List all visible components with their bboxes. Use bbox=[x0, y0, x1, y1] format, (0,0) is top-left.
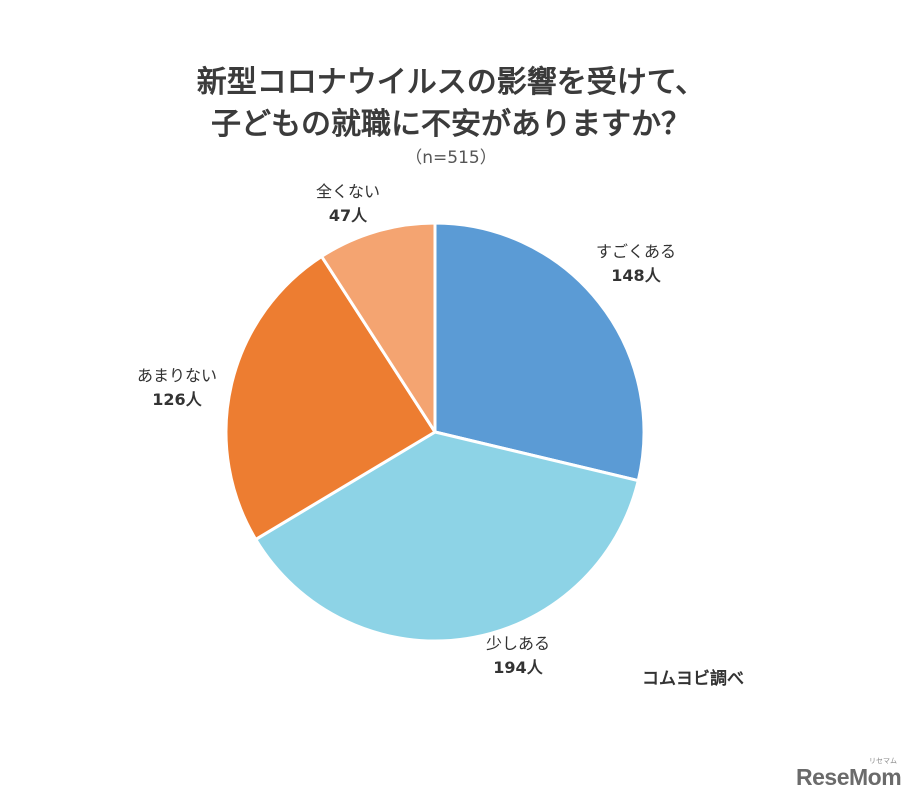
slice-label-sugoku-aru: すごくある 148人 bbox=[596, 240, 676, 288]
slice-category-label: 全くない bbox=[315, 182, 381, 201]
pie-slice-sukoshi-aru bbox=[254, 430, 640, 643]
pie-slice-sugoku-aru bbox=[433, 221, 646, 483]
slice-label-sukoshi-aru: 少しある 194人 bbox=[486, 632, 550, 680]
resemom-logo: ReseMom bbox=[796, 764, 902, 790]
slice-count-label: 148人 bbox=[611, 266, 661, 285]
slice-category-label: 少しある bbox=[485, 634, 551, 653]
slice-category-label: あまりない bbox=[136, 366, 218, 385]
pie-slice-mattaku-nai bbox=[320, 221, 437, 434]
slice-count-label: 194人 bbox=[493, 658, 543, 677]
chart-subtitle: （n=515） bbox=[405, 148, 497, 168]
chart-title-line-1: 新型コロナウイルスの影響を受けて、 bbox=[196, 65, 706, 100]
logo-kana: リセマム bbox=[869, 757, 897, 765]
slice-label-mattaku-nai: 全くない 47人 bbox=[316, 180, 380, 228]
slice-count-label: 126人 bbox=[152, 390, 202, 409]
source-note: コムヨビ調べ bbox=[642, 669, 744, 689]
pie-slice-amari-nai bbox=[224, 254, 437, 541]
slice-label-amari-nai: あまりない 126人 bbox=[137, 364, 217, 412]
slice-category-label: すごくある bbox=[595, 242, 677, 261]
slice-count-label: 47人 bbox=[328, 206, 368, 225]
chart-title-line-2: 子どもの就職に不安がありますか？ bbox=[211, 107, 691, 142]
